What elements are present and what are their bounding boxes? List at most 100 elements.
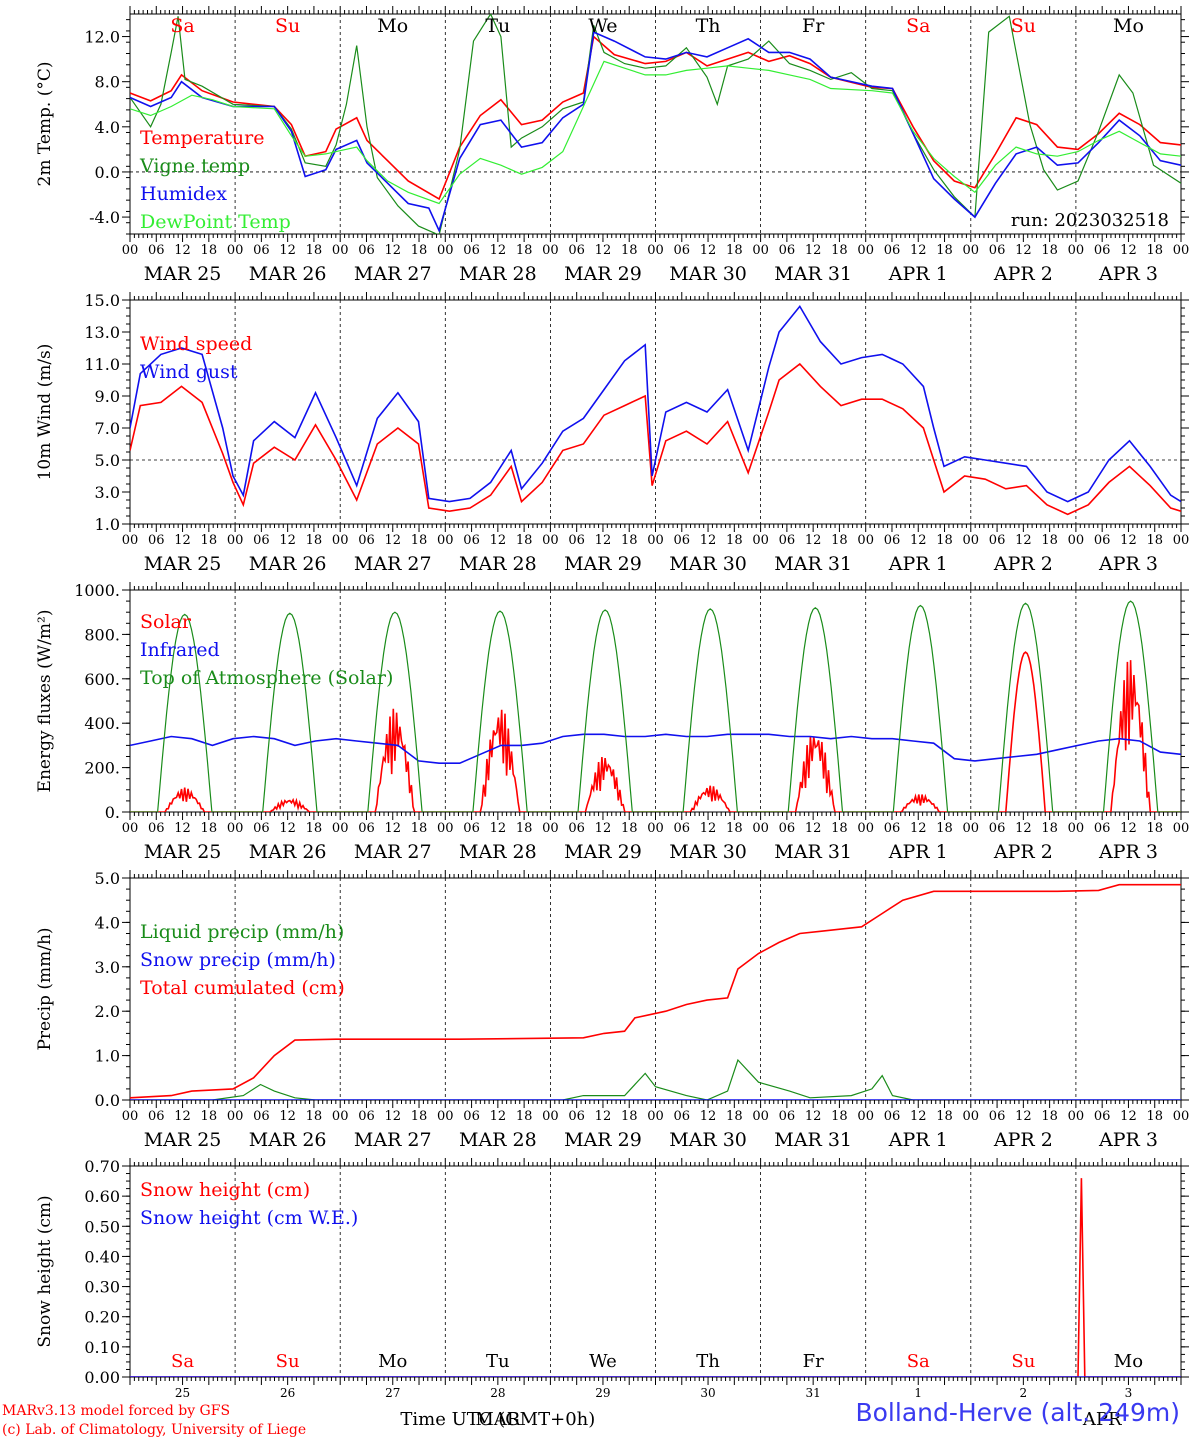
day-label: Sa <box>907 1351 930 1372</box>
hour-label: 06 <box>568 1109 585 1124</box>
hour-label: 06 <box>463 1109 480 1124</box>
panel-frame <box>129 299 1182 525</box>
hour-label: 12 <box>805 243 822 258</box>
date-label: MAR 26 <box>249 1129 327 1151</box>
y-tick-label: 0.0 <box>95 163 120 182</box>
hour-label: 12 <box>595 821 612 836</box>
hour-label: 06 <box>989 533 1006 548</box>
hour-label: 06 <box>253 533 270 548</box>
y-tick-label: 4.0 <box>95 118 120 137</box>
hour-label: 12 <box>279 533 296 548</box>
day-label: Sa <box>170 15 194 37</box>
date-label: APR 2 <box>993 553 1053 575</box>
hour-label: 18 <box>831 821 848 836</box>
hour-label: 12 <box>384 821 401 836</box>
hour-label: 06 <box>358 533 375 548</box>
hour-label: 18 <box>831 533 848 548</box>
legend-label: Top of Atmosphere (Solar) <box>140 667 393 689</box>
hour-label: 12 <box>595 243 612 258</box>
day-label: Su <box>1011 15 1036 37</box>
date-label: MAR 27 <box>354 553 432 575</box>
legend-label: DewPoint Temp <box>140 211 291 233</box>
hour-label: 00 <box>437 821 454 836</box>
date-label: APR 2 <box>993 1129 1053 1151</box>
y-tick-label: 800. <box>84 625 120 644</box>
date-label: MAR 25 <box>144 841 222 863</box>
hour-label: 00 <box>1068 533 1085 548</box>
hour-label: 18 <box>516 1109 533 1124</box>
legend-label: Total cumulated (cm) <box>140 977 345 999</box>
hour-label: 06 <box>884 1109 901 1124</box>
hour-label: 00 <box>963 243 980 258</box>
hour-label: 06 <box>463 821 480 836</box>
series-line-lightgreen <box>130 60 1181 205</box>
hour-label: 18 <box>516 821 533 836</box>
hour-label: 06 <box>989 1109 1006 1124</box>
y-tick-label: 1.0 <box>95 515 120 534</box>
y-tick-label: 11.0 <box>84 355 120 374</box>
date-label: MAR 29 <box>564 1129 642 1151</box>
date-label: MAR 29 <box>564 841 642 863</box>
hour-label: 00 <box>1173 821 1190 836</box>
hour-label: 06 <box>989 821 1006 836</box>
day-label: Sa <box>171 1351 194 1372</box>
y-tick-label: 9.0 <box>95 387 120 406</box>
y-tick-label: 4.0 <box>95 913 120 932</box>
hour-label: 18 <box>726 821 743 836</box>
day-number-label: 29 <box>595 1386 610 1400</box>
day-label: Th <box>696 15 721 37</box>
hour-label: 18 <box>306 243 323 258</box>
hour-label: 06 <box>674 821 691 836</box>
hour-label: 12 <box>595 533 612 548</box>
legend-label: Solar <box>140 611 192 633</box>
hour-label: 18 <box>201 533 218 548</box>
hour-label: 06 <box>779 243 796 258</box>
date-label: MAR 27 <box>354 263 432 285</box>
hour-label: 00 <box>1173 1109 1190 1124</box>
day-label: Su <box>1011 1351 1035 1372</box>
date-label: MAR 31 <box>774 841 852 863</box>
hour-label: 00 <box>227 243 244 258</box>
hour-label: 00 <box>752 533 769 548</box>
hour-label: 18 <box>936 1109 953 1124</box>
hour-label: 06 <box>568 533 585 548</box>
date-label: APR 3 <box>1098 841 1158 863</box>
hour-label: 06 <box>1094 533 1111 548</box>
day-number-label: 26 <box>280 1386 295 1400</box>
series-line-blue <box>130 30 1181 233</box>
day-number-label: 27 <box>385 1386 400 1400</box>
hour-label: 12 <box>384 1109 401 1124</box>
legend-label: Snow height (cm W.E.) <box>140 1207 358 1229</box>
date-label: APR 3 <box>1098 553 1158 575</box>
hour-label: 12 <box>805 821 822 836</box>
hour-label: 06 <box>674 1109 691 1124</box>
y-tick-label: 5.0 <box>95 869 120 888</box>
legend-label: Vigne temp <box>139 155 250 177</box>
date-label: MAR 29 <box>564 263 642 285</box>
y-tick-label: 1000. <box>74 581 120 600</box>
legend-label: Snow height (cm) <box>140 1179 310 1201</box>
day-number-label: 1 <box>914 1386 922 1400</box>
hour-label: 06 <box>884 821 901 836</box>
hour-label: 12 <box>174 243 191 258</box>
hour-label: 18 <box>1146 821 1163 836</box>
hour-label: 06 <box>358 243 375 258</box>
hour-label: 06 <box>779 533 796 548</box>
y-tick-label: 8.0 <box>95 73 120 92</box>
legend-label: Humidex <box>140 183 227 205</box>
date-label: MAR 31 <box>774 553 852 575</box>
series-line-red <box>130 883 1181 1099</box>
day-label: Fr <box>803 1351 824 1372</box>
hour-label: 00 <box>647 1109 664 1124</box>
y-tick-label: 0.30 <box>84 1278 120 1297</box>
hour-label: 00 <box>122 821 139 836</box>
hour-label: 12 <box>910 243 927 258</box>
y-tick-label: 0. <box>105 803 120 822</box>
hour-label: 12 <box>384 243 401 258</box>
hour-label: 18 <box>1146 533 1163 548</box>
date-label: APR 2 <box>993 263 1053 285</box>
y-axis-label: Energy fluxes (W/m²) <box>35 610 55 793</box>
hour-label: 00 <box>647 533 664 548</box>
hour-label: 12 <box>1015 533 1032 548</box>
hour-label: 18 <box>306 821 323 836</box>
